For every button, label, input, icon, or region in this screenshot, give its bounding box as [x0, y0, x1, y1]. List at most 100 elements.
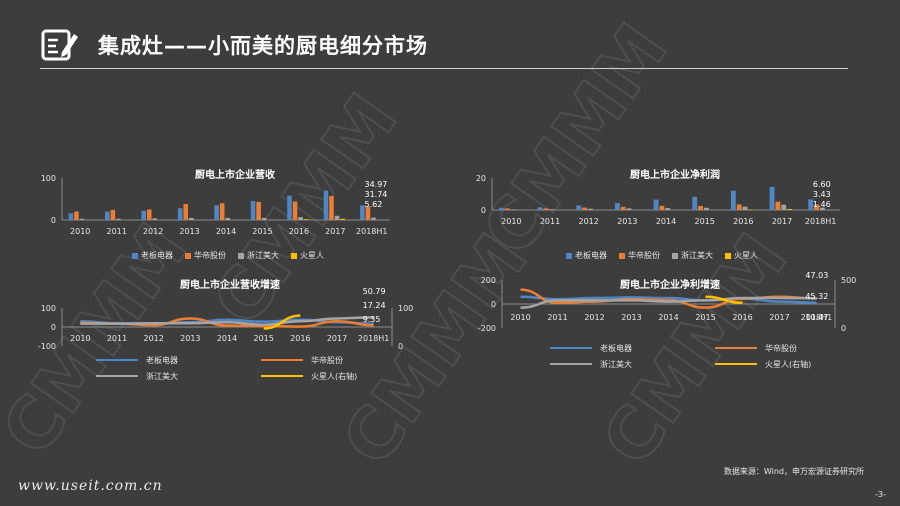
bar — [730, 190, 736, 210]
bar — [183, 204, 189, 220]
x-tick-label: 2012 — [578, 217, 598, 226]
data-label: 5.62 — [364, 200, 382, 209]
legend-revenue: 老板电器 华帝股份 浙江美大 火星人 — [132, 250, 324, 261]
data-source: 数据来源：Wind，申万宏源证券研究所 — [723, 467, 864, 476]
data-label: 47.03 — [805, 271, 828, 280]
bar — [323, 190, 329, 220]
data-label: 6.60 — [813, 180, 831, 189]
bar — [303, 219, 309, 220]
chart-revenue: 100 0 2010 2011 2012 2013 2014 2015 2016 2017 2018… — [41, 174, 390, 236]
legend-label: 老板电器 — [141, 251, 173, 260]
legend-label: 华帝股份 — [765, 343, 797, 353]
x-tick-label: 2018H1 — [356, 227, 387, 236]
bar — [549, 209, 555, 210]
legend-label: 老板电器 — [600, 343, 632, 353]
legend-row: 浙江美大 火星人(右轴) — [550, 356, 880, 372]
bar — [365, 206, 371, 220]
legend-swatch — [291, 252, 297, 259]
legend-line — [715, 363, 757, 365]
legend-label: 华帝股份 — [194, 251, 226, 260]
x-tick-label: 2018H1 — [805, 217, 836, 226]
x-tick-label: 2016 — [289, 227, 309, 236]
legend-label: 老板电器 — [146, 355, 178, 365]
bar — [68, 213, 74, 220]
legend-swatch — [185, 252, 191, 259]
legend-item: 老板电器 — [566, 250, 607, 261]
legend-swatch — [566, 252, 572, 259]
data-label: 3.43 — [813, 190, 831, 199]
x-tick-label: 2011 — [547, 313, 567, 322]
x-tick-label: 2018H1 — [801, 313, 832, 322]
y2-tick-label: 100 — [398, 304, 413, 313]
x-tick-label: 2017 — [769, 313, 789, 322]
x-tick-label: 2015 — [252, 227, 272, 236]
x-tick-label: 2015 — [253, 334, 273, 343]
legend-label: 老板电器 — [575, 251, 607, 260]
x-tick-label: 2015 — [694, 217, 714, 226]
series-line — [520, 296, 817, 309]
legend-item: 华帝股份 — [261, 355, 426, 366]
x-tick-label: 2011 — [107, 334, 127, 343]
page-number: -3- — [875, 490, 886, 499]
bar — [250, 201, 256, 220]
legend-label: 浙江美大 — [600, 359, 632, 369]
x-tick-label: 2011 — [106, 227, 126, 236]
legend-row: 老板电器 华帝股份 — [96, 352, 426, 368]
bar — [576, 205, 582, 210]
legend-swatch — [619, 252, 625, 259]
y-tick-label: -200 — [478, 324, 496, 333]
legend-line — [261, 359, 303, 361]
bar — [659, 205, 665, 210]
x-tick-label: 2012 — [584, 313, 604, 322]
legend-swatch — [672, 252, 678, 259]
legend-label: 浙江美大 — [146, 371, 178, 381]
data-label: 10.47 — [805, 313, 828, 322]
bar — [614, 203, 620, 210]
x-tick-label: 2010 — [70, 334, 90, 343]
chart-revenue-growth: 100 0 -100 100 0 2010 2011 2012 2013 2014 2015 2016… — [38, 287, 413, 351]
chart-title-profit: 厨电上市企业净利润 — [630, 170, 720, 181]
x-tick-label: 2010 — [510, 313, 530, 322]
legend-item: 华帝股份 — [715, 343, 880, 354]
x-tick-label: 2012 — [143, 334, 163, 343]
bar — [287, 195, 292, 220]
bar — [703, 207, 709, 210]
data-label: 9.35 — [363, 315, 381, 324]
bar — [360, 205, 365, 220]
series-line — [705, 295, 743, 305]
bar — [177, 208, 183, 220]
legend-profit-growth: 老板电器 华帝股份浙江美大 火星人(右轴) — [550, 340, 880, 372]
bar — [214, 205, 219, 220]
legend-item: 浙江美大 — [96, 371, 261, 382]
bar — [808, 199, 814, 210]
legend-label: 华帝股份 — [311, 355, 343, 365]
y-tick-label: 0 — [51, 216, 56, 225]
bar — [587, 208, 593, 210]
x-tick-label: 2011 — [540, 217, 560, 226]
bar — [787, 209, 792, 210]
legend-item: 火星人(右轴) — [715, 359, 880, 370]
y-tick-label: -100 — [38, 342, 56, 351]
bar — [692, 196, 698, 210]
x-tick-label: 2013 — [621, 313, 641, 322]
bar — [775, 201, 781, 210]
legend-profit: 老板电器 华帝股份 浙江美大 火星人 — [566, 250, 758, 261]
legend-item: 火星人(右轴) — [261, 371, 426, 382]
svg-text:CMMM: CMMM — [467, 9, 684, 269]
bar — [626, 208, 632, 210]
x-tick-label: 2014 — [216, 227, 236, 236]
y2-tick-label: 500 — [841, 276, 856, 285]
x-tick-label: 2013 — [617, 217, 637, 226]
y-tick-label: 0 — [481, 206, 486, 215]
x-tick-label: 2014 — [658, 313, 678, 322]
legend-item: 浙江美大 — [238, 250, 279, 261]
legend-item: 华帝股份 — [619, 250, 660, 261]
chart-title-revenue-growth: 厨电上市企业营收增速 — [180, 280, 280, 291]
legend-label: 火星人(右轴) — [765, 359, 812, 369]
chart-profit-growth: 200 0 -200 500 0 2010 2011 2012 2013 2014 2015 2016… — [478, 271, 856, 333]
x-tick-label: 2015 — [695, 313, 715, 322]
data-label: 50.79 — [363, 287, 386, 296]
legend-item: 老板电器 — [96, 355, 261, 366]
bar — [653, 199, 659, 210]
bar — [498, 207, 504, 210]
